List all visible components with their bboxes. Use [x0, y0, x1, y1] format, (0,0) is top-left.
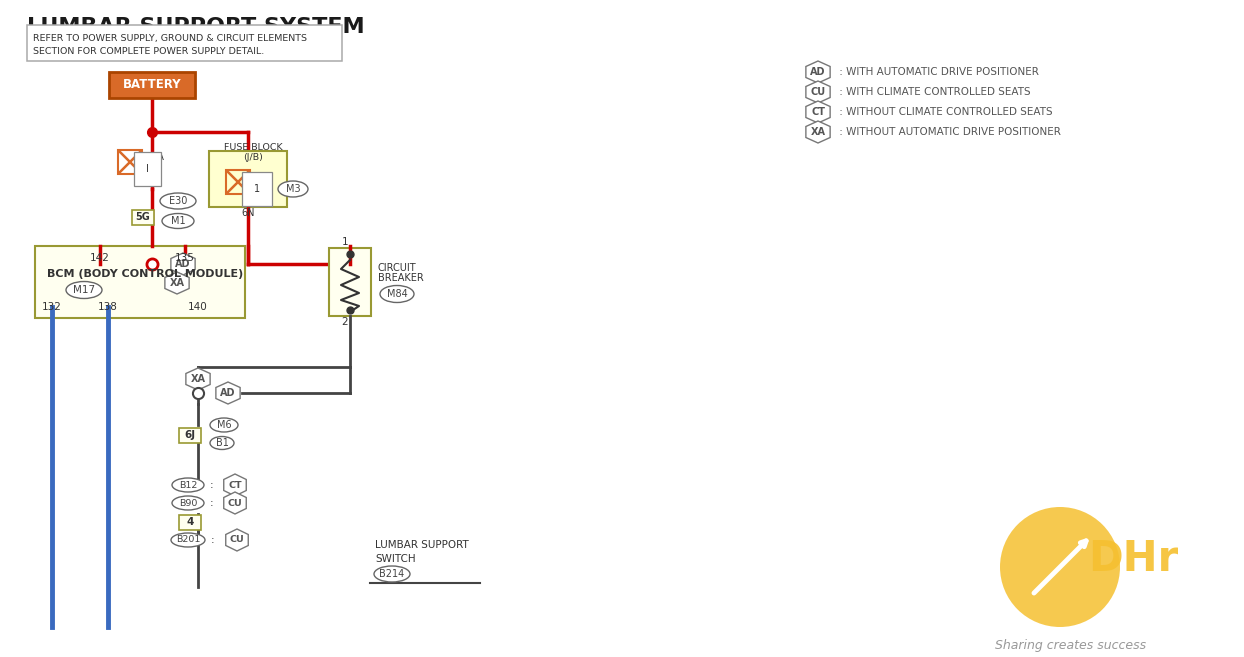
Text: CU: CU [810, 87, 826, 97]
Text: (J/B): (J/B) [243, 152, 262, 162]
Text: LUMBAR SUPPORT
SWITCH: LUMBAR SUPPORT SWITCH [374, 539, 469, 564]
Text: 5G: 5G [136, 212, 151, 222]
Ellipse shape [277, 181, 309, 197]
FancyBboxPatch shape [132, 210, 154, 225]
Text: 135: 135 [175, 253, 195, 263]
Text: XA: XA [811, 127, 826, 137]
Text: : WITHOUT AUTOMATIC DRIVE POSITIONER: : WITHOUT AUTOMATIC DRIVE POSITIONER [836, 127, 1061, 137]
Polygon shape [185, 368, 210, 390]
Text: B12: B12 [179, 480, 198, 489]
Text: 1: 1 [254, 184, 260, 194]
Text: 6N: 6N [241, 208, 255, 218]
Text: : WITH AUTOMATIC DRIVE POSITIONER: : WITH AUTOMATIC DRIVE POSITIONER [836, 67, 1039, 77]
Ellipse shape [210, 418, 238, 432]
Polygon shape [806, 121, 830, 143]
Text: CIRCUIT: CIRCUIT [378, 263, 417, 273]
Ellipse shape [210, 436, 234, 449]
Ellipse shape [172, 496, 204, 510]
Polygon shape [806, 101, 830, 123]
Ellipse shape [160, 193, 197, 209]
Polygon shape [224, 492, 246, 514]
Polygon shape [806, 61, 830, 83]
Text: AD: AD [220, 388, 236, 398]
Ellipse shape [172, 478, 204, 492]
Ellipse shape [170, 533, 205, 547]
Text: E30: E30 [169, 196, 187, 206]
Text: XA: XA [190, 374, 205, 384]
Text: :: : [211, 535, 215, 545]
Text: CU: CU [228, 499, 243, 507]
Polygon shape [806, 81, 830, 103]
Text: CT: CT [228, 480, 241, 489]
Polygon shape [170, 253, 195, 275]
Text: REFER TO POWER SUPPLY, GROUND & CIRCUIT ELEMENTS: REFER TO POWER SUPPLY, GROUND & CIRCUIT … [34, 35, 307, 43]
Text: M17: M17 [73, 285, 95, 295]
Polygon shape [224, 474, 246, 496]
Text: BREAKER: BREAKER [378, 273, 424, 283]
Text: 138: 138 [98, 302, 118, 312]
Circle shape [1000, 507, 1120, 627]
Text: AD: AD [810, 67, 826, 77]
Text: BCM (BODY CONTROL MODULE): BCM (BODY CONTROL MODULE) [47, 269, 243, 279]
Text: 4: 4 [187, 517, 194, 527]
Text: B201: B201 [175, 535, 200, 545]
Text: AD: AD [175, 259, 190, 269]
Ellipse shape [379, 286, 414, 302]
Text: : WITH CLIMATE CONTROLLED SEATS: : WITH CLIMATE CONTROLLED SEATS [836, 87, 1030, 97]
Text: Sharing creates success: Sharing creates success [995, 639, 1146, 652]
Text: FUSE BLOCK: FUSE BLOCK [224, 143, 282, 152]
Text: 142: 142 [90, 253, 109, 263]
Ellipse shape [374, 566, 411, 582]
Text: BATTERY: BATTERY [123, 78, 182, 91]
Polygon shape [216, 382, 240, 404]
FancyBboxPatch shape [328, 248, 371, 316]
FancyBboxPatch shape [27, 25, 342, 61]
Text: :: : [210, 480, 214, 490]
Text: 6J: 6J [184, 430, 195, 440]
Text: CU: CU [230, 535, 244, 545]
Text: LUMBAR SUPPORT SYSTEM: LUMBAR SUPPORT SYSTEM [27, 17, 364, 37]
Text: 40A: 40A [146, 152, 165, 162]
Polygon shape [225, 529, 249, 551]
Text: M84: M84 [387, 289, 407, 299]
Ellipse shape [162, 214, 194, 229]
Text: 132: 132 [42, 302, 62, 312]
FancyBboxPatch shape [179, 428, 202, 443]
Text: CT: CT [811, 107, 825, 117]
Text: 10A: 10A [254, 172, 272, 182]
Text: B1: B1 [215, 438, 229, 448]
Text: B214: B214 [379, 569, 404, 579]
Text: 1: 1 [342, 237, 348, 247]
FancyBboxPatch shape [209, 151, 287, 207]
Text: XA: XA [169, 278, 184, 288]
Text: I: I [146, 164, 149, 174]
Text: 140: 140 [188, 302, 208, 312]
Text: DHr: DHr [1088, 538, 1178, 580]
FancyBboxPatch shape [179, 514, 202, 530]
Ellipse shape [66, 281, 102, 298]
FancyBboxPatch shape [109, 72, 195, 98]
Text: :: : [210, 498, 214, 508]
Text: M3: M3 [286, 184, 300, 194]
Text: M1: M1 [170, 216, 185, 226]
FancyBboxPatch shape [35, 246, 245, 318]
Text: M6: M6 [216, 420, 231, 430]
Polygon shape [165, 272, 189, 294]
Text: : WITHOUT CLIMATE CONTROLLED SEATS: : WITHOUT CLIMATE CONTROLLED SEATS [836, 107, 1052, 117]
Text: SECTION FOR COMPLETE POWER SUPPLY DETAIL.: SECTION FOR COMPLETE POWER SUPPLY DETAIL… [34, 47, 264, 55]
Text: B90: B90 [179, 499, 198, 507]
Text: 2: 2 [342, 317, 348, 327]
